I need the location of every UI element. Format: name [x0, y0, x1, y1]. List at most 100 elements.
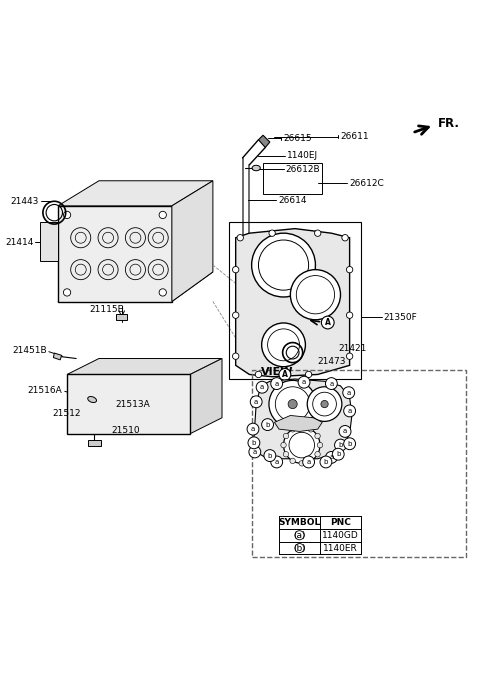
Text: 21421: 21421 [338, 343, 367, 352]
Circle shape [262, 323, 305, 366]
Circle shape [320, 456, 332, 468]
Circle shape [347, 266, 353, 273]
Polygon shape [53, 353, 61, 360]
Text: b: b [324, 459, 328, 465]
Bar [252, 370, 466, 557]
Circle shape [290, 458, 295, 464]
Text: 1140EJ: 1140EJ [287, 151, 318, 160]
Circle shape [271, 456, 283, 468]
Text: b: b [348, 441, 352, 447]
Text: PNC: PNC [330, 518, 351, 527]
Text: 26612C: 26612C [349, 178, 384, 187]
Circle shape [271, 378, 283, 389]
Circle shape [305, 371, 312, 378]
Text: A: A [282, 370, 288, 379]
Text: a: a [306, 459, 311, 465]
Circle shape [288, 400, 297, 408]
Circle shape [290, 270, 340, 320]
Text: 21512: 21512 [52, 409, 81, 418]
Circle shape [247, 423, 259, 435]
Circle shape [347, 312, 353, 318]
Text: 26615: 26615 [284, 134, 312, 143]
Polygon shape [58, 206, 172, 301]
Circle shape [63, 212, 71, 218]
Text: a: a [329, 381, 334, 387]
Text: 21513A: 21513A [115, 400, 150, 408]
Circle shape [295, 531, 304, 540]
Text: a: a [275, 381, 279, 387]
Text: a: a [329, 454, 334, 460]
Bar [116, 314, 127, 320]
Text: VIEW: VIEW [261, 367, 293, 377]
Text: b: b [268, 452, 272, 458]
Circle shape [299, 424, 304, 430]
Text: SYMBOL: SYMBOL [278, 518, 321, 527]
Text: 21473: 21473 [318, 357, 346, 366]
Circle shape [339, 425, 351, 437]
Polygon shape [58, 272, 213, 301]
Circle shape [269, 230, 276, 237]
Text: b: b [265, 422, 270, 428]
Circle shape [250, 396, 262, 408]
Ellipse shape [252, 165, 260, 171]
Circle shape [284, 427, 320, 463]
Circle shape [283, 452, 288, 457]
Polygon shape [236, 228, 349, 377]
Text: A: A [325, 318, 331, 327]
Circle shape [308, 427, 313, 432]
Text: a: a [302, 379, 306, 385]
Text: 21451B: 21451B [12, 346, 47, 356]
Circle shape [249, 446, 261, 458]
Circle shape [159, 212, 167, 218]
Text: 26611: 26611 [340, 132, 369, 141]
Polygon shape [67, 358, 222, 375]
Circle shape [279, 368, 291, 381]
Polygon shape [275, 416, 322, 431]
Text: a: a [275, 459, 279, 465]
Polygon shape [67, 375, 190, 434]
Circle shape [232, 312, 239, 318]
Bar [229, 222, 361, 379]
Circle shape [159, 289, 167, 296]
Circle shape [299, 460, 304, 466]
Bar [88, 439, 101, 446]
Text: b: b [336, 451, 340, 457]
Text: a: a [348, 408, 352, 414]
Text: a: a [254, 399, 258, 405]
Circle shape [321, 316, 334, 329]
Text: a: a [347, 389, 351, 395]
Circle shape [303, 456, 314, 468]
Circle shape [347, 353, 353, 360]
Text: a: a [343, 429, 347, 435]
Circle shape [283, 433, 288, 439]
Circle shape [335, 439, 347, 451]
Circle shape [281, 442, 286, 448]
Circle shape [63, 289, 71, 296]
Text: 1140GD: 1140GD [322, 531, 359, 539]
Circle shape [321, 400, 328, 408]
Text: 21516A: 21516A [28, 386, 62, 395]
Circle shape [252, 233, 315, 297]
Polygon shape [40, 222, 58, 260]
Text: 21510: 21510 [111, 426, 140, 435]
Circle shape [332, 448, 344, 460]
Circle shape [232, 353, 239, 360]
Polygon shape [258, 135, 270, 147]
Text: 26614: 26614 [278, 196, 307, 205]
Circle shape [315, 452, 320, 457]
Circle shape [290, 427, 295, 432]
Circle shape [344, 405, 356, 417]
Circle shape [255, 371, 262, 378]
Circle shape [344, 438, 356, 450]
Circle shape [342, 235, 348, 241]
Text: b: b [338, 442, 343, 448]
Text: 21350F: 21350F [384, 313, 418, 322]
Text: FR.: FR. [438, 118, 459, 130]
Text: (b): (b) [293, 544, 306, 552]
Circle shape [317, 442, 323, 448]
Circle shape [315, 433, 320, 439]
Polygon shape [254, 379, 352, 459]
Circle shape [269, 381, 316, 428]
Text: 21115E: 21115E [90, 306, 124, 314]
Circle shape [343, 387, 355, 399]
